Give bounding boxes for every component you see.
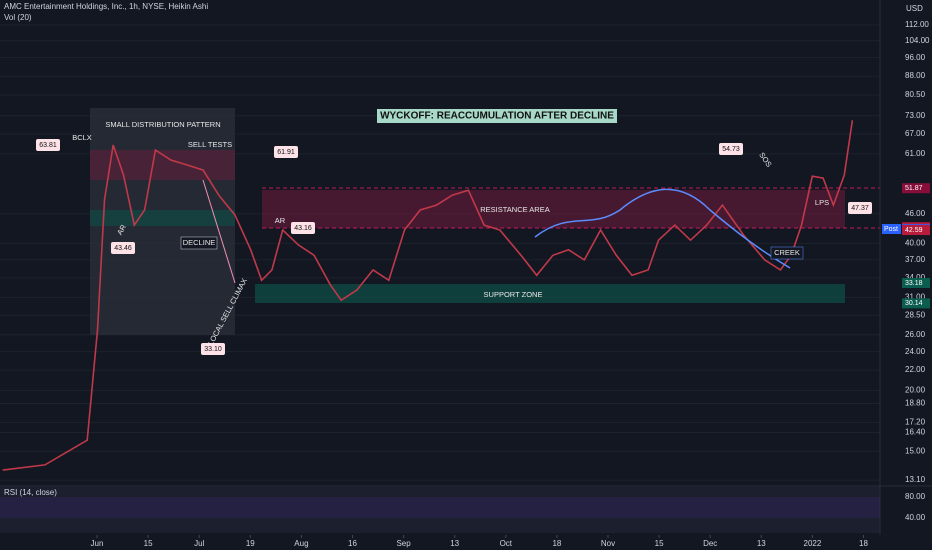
x-tick-label: Nov xyxy=(601,539,615,548)
header-symbol: AMC Entertainment Holdings, Inc., 1h, NY… xyxy=(4,2,208,11)
y-tick-label: 13.10 xyxy=(905,475,926,484)
price-label xyxy=(719,143,743,155)
price-line xyxy=(2,120,854,471)
rsi-tick: 80.00 xyxy=(905,492,926,501)
annotation-price: 33.10 xyxy=(204,346,222,353)
annotation: CREEK xyxy=(774,248,800,257)
header-rsi: RSI (14, close) xyxy=(4,488,57,497)
price-label xyxy=(274,146,298,158)
decline-arrow xyxy=(202,179,236,284)
distribution-bottom xyxy=(90,210,235,226)
x-tick-label: 15 xyxy=(655,539,664,548)
price-tag-label: 33.18 xyxy=(905,280,923,287)
x-tick-label: 18 xyxy=(552,539,561,548)
y-tick-label: 96.00 xyxy=(905,53,926,62)
x-tick-label: Jun xyxy=(91,539,104,548)
price-tag-label: 51.87 xyxy=(905,185,923,192)
annotation-price: 43.46 xyxy=(114,245,132,252)
price-label xyxy=(201,343,225,355)
x-tick-label: Aug xyxy=(294,539,308,548)
price-label xyxy=(36,139,60,151)
y-tick-label: 17.20 xyxy=(905,417,926,426)
price-label xyxy=(291,222,315,234)
price-label xyxy=(111,242,135,254)
y-tick-label: 26.00 xyxy=(905,330,926,339)
price-tag xyxy=(902,225,930,236)
annotation: DECLINE xyxy=(183,238,216,247)
annotation-price: 61.91 xyxy=(277,149,295,156)
annotation-price: 47.37 xyxy=(851,205,869,212)
annotation: AR xyxy=(275,216,286,225)
x-tick-label: 15 xyxy=(144,539,153,548)
annotation: SELL TESTS xyxy=(188,140,232,149)
y-tick-label: 67.00 xyxy=(905,129,926,138)
y-tick-label: 15.00 xyxy=(905,446,926,455)
y-tick-label: 20.00 xyxy=(905,385,926,394)
y-tick-label: 46.00 xyxy=(905,209,926,218)
x-tick-label: 18 xyxy=(859,539,868,548)
annotation: RESISTANCE AREA xyxy=(480,205,549,214)
header-volume: Vol (20) xyxy=(4,13,32,22)
currency: USD xyxy=(906,4,923,13)
annotation: LPS xyxy=(815,198,829,207)
y-tick-label: 24.00 xyxy=(905,347,926,356)
support-zone xyxy=(255,284,845,303)
y-tick-label: 37.00 xyxy=(905,255,926,264)
y-tick-label: 104.00 xyxy=(905,36,930,45)
post-label: Post xyxy=(884,226,898,233)
cup-curve xyxy=(534,188,791,269)
x-tick-label: 2022 xyxy=(804,539,822,548)
price-tag-label: 42.59 xyxy=(905,227,923,234)
price-tag xyxy=(902,298,930,309)
y-tick-label: 18.80 xyxy=(905,399,926,408)
x-tick-label: 13 xyxy=(757,539,766,548)
x-tick-label: Dec xyxy=(703,539,717,548)
annotation-price: 63.81 xyxy=(39,142,57,149)
y-tick-label: 73.00 xyxy=(905,111,926,120)
y-tick-label: 40.00 xyxy=(905,238,926,247)
price-label xyxy=(848,202,872,214)
x-tick-label: Sep xyxy=(396,539,411,548)
y-tick-label: 31.00 xyxy=(905,293,926,302)
x-tick-label: Oct xyxy=(500,539,513,548)
price-tag xyxy=(902,277,930,288)
y-tick-label: 88.00 xyxy=(905,71,926,80)
y-tick-label: 34.00 xyxy=(905,273,926,282)
price-tag-label: 30.14 xyxy=(905,300,923,307)
annotation-price: 43.16 xyxy=(294,225,312,232)
post-badge xyxy=(882,223,901,234)
rsi-band xyxy=(0,497,880,518)
x-tick-label: 16 xyxy=(348,539,357,548)
resistance-zone xyxy=(262,190,845,228)
x-tick-label: 13 xyxy=(450,539,459,548)
x-tick-label: 19 xyxy=(246,539,255,548)
annotation: SUPPORT ZONE xyxy=(484,290,543,299)
price-tag xyxy=(902,183,930,194)
annotation: SMALL DISTRIBUTION PATTERN xyxy=(105,120,220,129)
annotation-price: 54.73 xyxy=(722,146,740,153)
y-tick-label: 80.50 xyxy=(905,90,926,99)
y-tick-label: 28.50 xyxy=(905,310,926,319)
title-box xyxy=(377,109,617,123)
label-box xyxy=(180,236,218,250)
rsi-tick: 40.00 xyxy=(905,513,926,522)
chart-title: WYCKOFF: REACCUMULATION AFTER DECLINE xyxy=(380,111,614,122)
y-tick-label: 22.00 xyxy=(905,365,926,374)
label-box xyxy=(770,246,804,260)
y-tick-label: 112.00 xyxy=(905,20,929,29)
y-tick-label: 16.40 xyxy=(905,428,926,437)
annotation: BCLX xyxy=(72,133,92,142)
y-tick-label: 61.00 xyxy=(905,149,926,158)
x-tick-label: Jul xyxy=(194,539,204,548)
